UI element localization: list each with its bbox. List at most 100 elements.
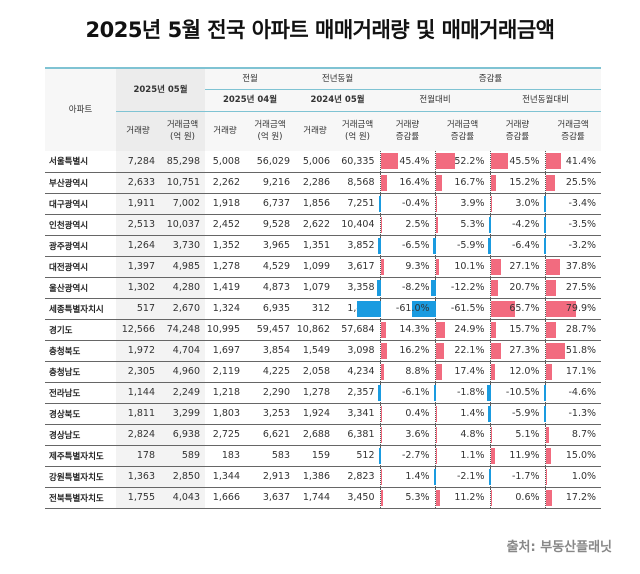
mom-amount-rate-cell: 1.4% [434, 403, 491, 425]
mom-volume-rate-cell: 3.6% [379, 424, 436, 446]
value-cell: 2,824 [116, 424, 160, 446]
rate-value: -0.4% [401, 198, 430, 209]
mom-amount-rate-cell: 10.1% [434, 256, 491, 278]
rate-value: -6.4% [511, 240, 540, 251]
rate-bar [380, 363, 384, 380]
table-row: 울산광역시 1,302 4,280 1,419 4,873 1,079 3,358 -8.2%… [45, 277, 602, 299]
value-cell: 1,324 [205, 298, 245, 320]
rate-value: -6.5% [401, 240, 430, 251]
header-region: 아파트 [45, 67, 116, 151]
rate-bar [545, 279, 556, 296]
value-cell: 3,617 [335, 256, 381, 278]
value-cell: 85,298 [160, 151, 205, 173]
value-cell: 3,730 [160, 235, 205, 257]
rate-bar [435, 489, 440, 506]
rate-value: 41.4% [565, 155, 597, 167]
yoy-amount-rate-cell: -4.6% [543, 382, 602, 404]
value-cell: 1,755 [116, 487, 160, 509]
rate-value: 1.4% [405, 471, 430, 482]
table-row: 전라남도 1,144 2,249 1,218 2,290 1,278 2,357 -6.1% -… [45, 382, 602, 404]
subheader-amount: 거래금액 (억 원) [245, 110, 296, 151]
rate-value: 16.7% [454, 177, 485, 188]
value-cell: 1,419 [205, 277, 245, 299]
rate-value: -3.2% [568, 240, 597, 251]
value-cell: 1,278 [295, 382, 336, 404]
mom-amount-rate-cell: -2.1% [434, 466, 491, 488]
mom-amount-rate-cell: 11.2% [434, 487, 491, 509]
value-cell: 2,633 [116, 172, 160, 194]
yoy-volume-rate-cell: 27.3% [489, 340, 546, 362]
mom-amount-rate-cell: 17.4% [434, 361, 491, 383]
value-cell: 57,684 [335, 319, 381, 341]
value-cell: 6,938 [160, 424, 205, 446]
yoy-amount-rate-cell: 1.0% [544, 466, 602, 488]
rate-value: 8.7% [571, 429, 597, 440]
rate-bar [545, 426, 549, 443]
value-cell: 1,549 [295, 340, 336, 362]
rate-bar [490, 195, 493, 212]
value-cell: 1,302 [116, 277, 160, 299]
yoy-amount-rate-cell: 15.0% [544, 445, 602, 467]
value-cell: 3,253 [245, 403, 296, 425]
rate-value: 11.2% [454, 492, 485, 503]
region-name: 서울특별시 [45, 151, 116, 173]
table-row: 경상남도 2,824 6,938 2,725 6,621 2,688 6,381 3.6% 4.… [45, 424, 602, 446]
region-name: 세종특별자치시 [45, 298, 116, 320]
region-name: 충청북도 [45, 340, 116, 362]
rate-bar [490, 258, 501, 275]
yoy-amount-rate-cell: 41.4% [544, 151, 602, 173]
value-cell: 2,290 [245, 382, 296, 404]
value-cell: 2,513 [116, 214, 160, 236]
rate-value: 10.1% [454, 261, 485, 272]
mom-amount-rate-cell: 52.2% [434, 151, 491, 173]
value-cell: 9,528 [245, 214, 296, 236]
header-prev-year-date: 2024년 05월 [295, 88, 381, 111]
rate-value: 11.9% [509, 450, 540, 461]
subheader-amount: 거래금액 (억 원) [160, 110, 205, 151]
rate-value: 2.5% [405, 219, 430, 230]
rate-value: -1.7% [511, 471, 540, 482]
value-cell: 3,341 [335, 403, 381, 425]
rate-bar [380, 342, 387, 359]
rate-value: 16.4% [399, 177, 430, 188]
value-cell: 3,965 [245, 235, 296, 257]
value-cell: 10,862 [295, 319, 336, 341]
mom-volume-rate-cell: -2.7% [379, 445, 436, 467]
rate-value: 20.7% [509, 282, 540, 293]
value-cell: 10,037 [160, 214, 205, 236]
rate-bar [380, 489, 383, 506]
region-name: 경기도 [45, 319, 116, 341]
rate-value: 28.7% [565, 324, 597, 335]
value-cell: 6,737 [245, 193, 296, 215]
value-cell: 1,697 [205, 340, 245, 362]
rate-bar [435, 195, 438, 212]
mom-volume-rate-cell: 16.2% [379, 340, 436, 362]
mom-amount-rate-cell: -61.5% [412, 298, 491, 320]
rate-bar [379, 195, 381, 212]
yoy-amount-rate-cell: 17.1% [544, 361, 602, 383]
value-cell: 517 [116, 298, 160, 320]
value-cell: 1,803 [205, 403, 245, 425]
rate-bar [380, 153, 398, 169]
value-cell: 3,852 [335, 235, 381, 257]
value-cell: 4,985 [160, 256, 205, 278]
subheader-amount: 거래금액 (억 원) [335, 110, 381, 151]
value-cell: 56,029 [245, 151, 296, 173]
mom-amount-rate-cell: 4.8% [434, 424, 491, 446]
value-cell: 1,666 [205, 487, 245, 509]
value-cell: 2,357 [335, 382, 381, 404]
value-cell: 1,397 [116, 256, 160, 278]
value-cell: 6,381 [335, 424, 381, 446]
value-cell: 10,995 [205, 319, 245, 341]
rate-value: -3.4% [568, 198, 597, 209]
value-cell: 1,099 [295, 256, 336, 278]
yoy-amount-rate-cell: 17.2% [544, 487, 602, 509]
yoy-amount-rate-cell: 28.7% [544, 319, 602, 341]
mom-amount-rate-cell: 1.1% [434, 445, 491, 467]
value-cell: 2,688 [295, 424, 336, 446]
rate-bar [488, 216, 491, 233]
rate-value: -12.2% [450, 282, 485, 293]
rate-bar [490, 279, 499, 296]
value-cell: 4,280 [160, 277, 205, 299]
yoy-amount-rate-cell: 37.8% [544, 256, 602, 278]
